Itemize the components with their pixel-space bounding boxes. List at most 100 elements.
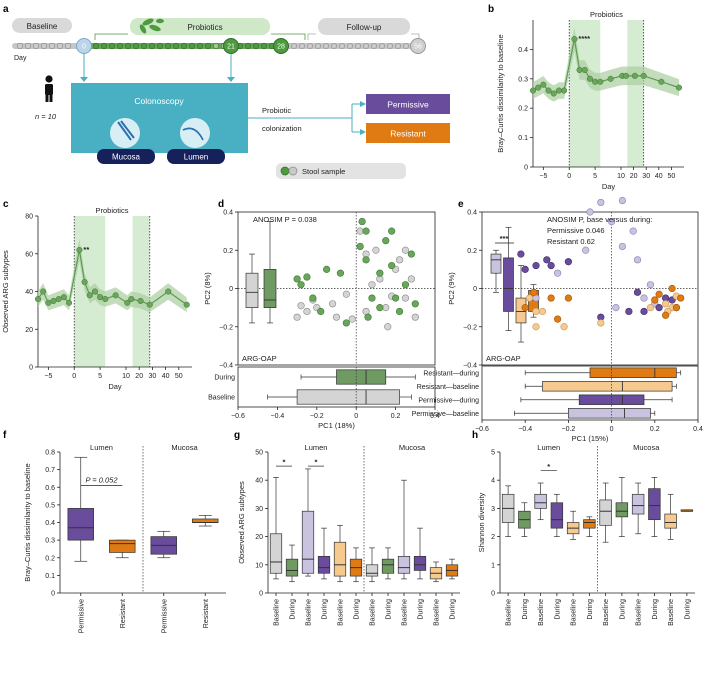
y-tick-label: 5	[491, 450, 495, 457]
probiotic-period-shade	[627, 20, 644, 167]
x-tick-label: During	[354, 599, 361, 620]
timeline-probiotic-dot	[164, 42, 172, 50]
timeline-probiotic-dot	[108, 42, 116, 50]
data-point	[146, 301, 153, 308]
x-tick-label: −0.4	[518, 426, 532, 433]
box	[67, 508, 94, 541]
scatter-point-during	[411, 300, 419, 308]
scatter-point-during	[317, 307, 325, 316]
day-56-label: 56	[414, 44, 422, 51]
x-axis-label: Day	[108, 382, 122, 391]
x-tick-label: Permissive	[78, 599, 85, 633]
timeline-probiotic-dot	[132, 42, 140, 50]
data-point	[675, 84, 683, 91]
scatter-point-resistant-during	[651, 296, 659, 304]
scatter-point-permissive-during	[543, 256, 551, 264]
box	[301, 510, 315, 574]
x-tick-label: Baseline	[274, 599, 281, 626]
data-point	[597, 78, 604, 85]
timeline-probiotic-dot	[100, 42, 108, 50]
confidence-band	[38, 238, 187, 313]
colonization-label-line1: Probiotic	[262, 106, 291, 115]
y-tick-label: 40	[25, 289, 33, 296]
group-label-lumen: Lumen	[305, 443, 328, 452]
box	[534, 493, 547, 509]
scatter-point-during	[323, 265, 331, 273]
y-tick-label: 0.6	[45, 485, 55, 492]
probiotics-pill	[130, 18, 270, 35]
day-label: Day	[14, 55, 27, 62]
resistant-box	[366, 123, 450, 143]
scatter-point-baseline	[401, 294, 410, 302]
timeline-probiotic-dot	[188, 42, 196, 50]
box	[397, 555, 411, 574]
scatter-point-during	[407, 250, 415, 258]
timeline-probiotic-dot	[196, 42, 204, 50]
panel-e-label: e	[458, 199, 464, 210]
scatter-point-permissive-baseline	[633, 256, 642, 264]
timeline-baseline-dot	[16, 42, 24, 50]
significance-label: ***	[500, 234, 509, 243]
box-permissive-during	[503, 257, 514, 312]
y-axis-label: Bray–Curtis dissimilarity to baseline	[496, 34, 505, 152]
scatter-point-resistant-baseline	[597, 319, 605, 327]
y-axis-label: PC2 (9%)	[447, 272, 456, 305]
timeline-probiotic-dot	[180, 42, 188, 50]
timeline-followup-dot	[403, 43, 409, 49]
box	[648, 488, 661, 521]
x-tick-label: 20	[630, 173, 638, 180]
data-point	[183, 301, 190, 308]
scatter-point-permissive-during	[564, 258, 573, 266]
hbox-label: During	[214, 375, 235, 382]
box	[583, 519, 596, 529]
data-point	[535, 84, 542, 91]
day-0-marker	[76, 38, 92, 54]
y-tick-label: 0.1	[45, 573, 55, 580]
x-tick-label: Permissive	[161, 599, 168, 633]
scatter-point-permissive-baseline	[582, 246, 590, 254]
y-tick-label: 0.2	[45, 555, 55, 562]
scatter-point-during	[358, 217, 366, 226]
scatter-point-permissive-baseline	[640, 294, 648, 302]
scatter-point-resistant-baseline	[532, 323, 540, 331]
panel-g-plot: 0 10 20 30 40 50 Observed ARG subtypes Lumen Muc…	[237, 443, 460, 626]
scatter-point-resistant-baseline	[538, 307, 547, 316]
x-tick-label: 20	[135, 373, 143, 380]
scatter-point-permissive-baseline	[646, 281, 655, 289]
method-label: ARG-OAP	[486, 354, 521, 363]
timeline-probiotic-dot	[124, 42, 132, 50]
scatter-point-permissive-baseline	[612, 304, 620, 312]
timeline-baseline-dot	[40, 42, 48, 50]
box-permissive-baseline	[490, 253, 502, 274]
group-label-mucosa: Mucosa	[633, 443, 660, 452]
timeline-baseline-dot	[24, 42, 32, 50]
timeline-probiotic-dot	[156, 42, 164, 50]
timeline-baseline-dot	[56, 42, 64, 50]
scatter-point-resistant-during	[553, 315, 562, 323]
scatter-point-permissive-during	[655, 304, 663, 312]
scatter-point-baseline	[348, 315, 356, 323]
x-tick-label: 0	[610, 426, 614, 433]
data-point	[586, 75, 593, 82]
timeline-probiotic-dot	[116, 42, 124, 50]
timeline-followup-dot	[299, 43, 305, 49]
x-tick-label: During	[290, 599, 297, 620]
scatter-point-during	[297, 281, 305, 289]
data-point	[91, 288, 98, 295]
x-tick-label: During	[684, 599, 691, 620]
panel-c-plot: Probiotics 0 20 40 60 80 −5 0 5 10 20 30 40 50 Day Obse…	[1, 206, 192, 391]
y-tick-label: 0	[51, 591, 55, 598]
mucosa-pill	[97, 149, 155, 164]
scatter-point-baseline	[384, 323, 392, 331]
hbox-label: Baseline	[208, 395, 235, 402]
hbox-baseline	[296, 389, 400, 405]
x-tick-label: During	[652, 599, 659, 620]
panel-f: f 0 0.1 0.2 0.3 0.4 0.5 0.6 0.7 0.8 Bray–Curtis d…	[3, 430, 226, 633]
timeline-washout-dot	[260, 42, 268, 50]
data-point	[592, 78, 599, 85]
data-point	[81, 279, 88, 286]
panel-h: h 0 1 2 3 4 5 Shannon diversity Lumen Mucosa Base…	[472, 430, 695, 626]
x-tick-label: Baseline	[338, 599, 345, 626]
scatter-point-permissive-baseline	[586, 208, 594, 216]
scatter-point-baseline	[303, 307, 311, 316]
